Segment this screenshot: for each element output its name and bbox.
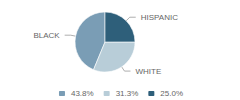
svg-text:31.3%: 31.3% [116, 89, 139, 98]
svg-text:BLACK: BLACK [33, 31, 60, 40]
svg-text:WHITE: WHITE [135, 67, 161, 76]
svg-text:HISPANIC: HISPANIC [141, 13, 178, 22]
svg-text:43.8%: 43.8% [71, 89, 94, 98]
svg-text:25.0%: 25.0% [160, 89, 183, 98]
